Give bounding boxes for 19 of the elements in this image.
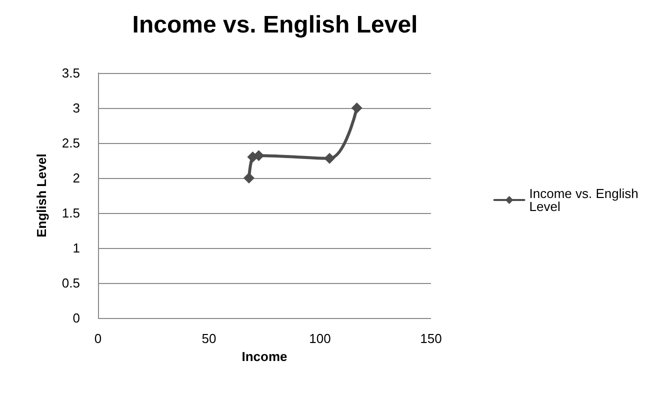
y-tick-label: 2 [72, 170, 80, 186]
y-tick-label: 3.5 [62, 66, 80, 80]
y-tick-label: 0.5 [62, 276, 80, 290]
x-tick-label: 150 [420, 331, 442, 346]
x-tick-label: 0 [94, 331, 102, 346]
x-tick-label: 50 [202, 331, 216, 346]
x-tick-label: 100 [309, 331, 331, 346]
y-tick-label: 1.5 [62, 206, 80, 220]
y-tick-label: 2.5 [62, 136, 80, 150]
y-tick-label: 3 [72, 100, 80, 116]
point [243, 172, 254, 184]
x-axis-title: Income [242, 349, 288, 364]
y-axis-title: English Level [34, 154, 49, 238]
y-tick-label: 1 [72, 240, 80, 256]
y-tick-label: 0 [72, 310, 80, 326]
legend-label: Income vs. English Level [529, 186, 642, 214]
point [324, 152, 336, 164]
point [351, 102, 362, 114]
chart-title: Income vs. English Level [132, 12, 418, 38]
